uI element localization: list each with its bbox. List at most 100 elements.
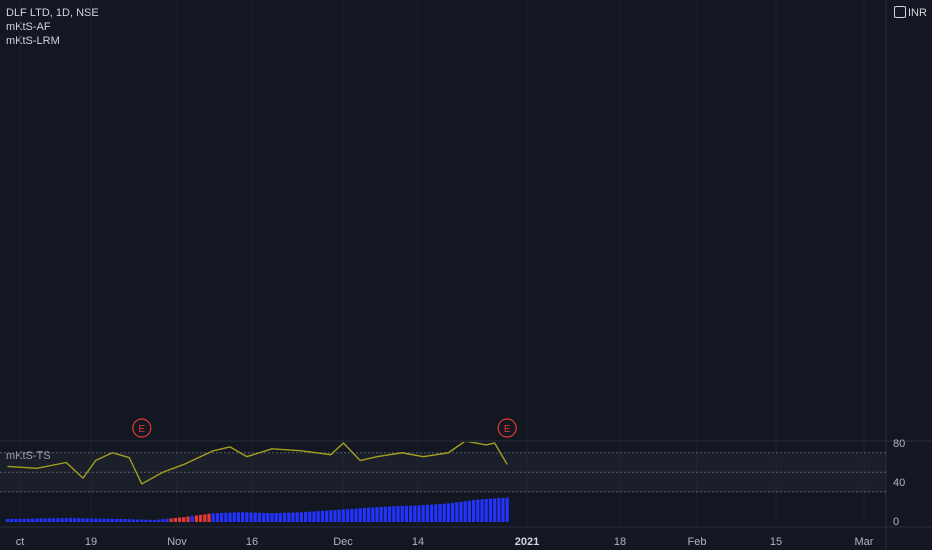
currency-box-icon (894, 6, 906, 18)
histogram-bar (148, 519, 152, 522)
histogram-bar (425, 504, 429, 522)
histogram-bar (232, 512, 236, 522)
histogram-bar (14, 518, 18, 522)
histogram-bar (31, 518, 35, 522)
histogram-bar (379, 506, 383, 522)
histogram-bar (320, 510, 324, 522)
oscillator-pane (0, 442, 886, 522)
histogram-bar (18, 518, 22, 522)
histogram-bar (194, 515, 198, 522)
histogram-bar (409, 505, 413, 522)
osc-histogram (5, 497, 509, 522)
histogram-bar (182, 517, 186, 522)
histogram-bar (455, 502, 459, 522)
histogram-bar (497, 498, 501, 522)
histogram-bar (333, 509, 337, 522)
histogram-bar (438, 504, 442, 522)
histogram-bar (110, 518, 114, 522)
histogram-bar (299, 512, 303, 522)
histogram-bar (476, 499, 480, 522)
histogram-bar (22, 518, 26, 522)
histogram-bar (430, 504, 434, 522)
histogram-bar (199, 514, 203, 522)
histogram-bar (413, 505, 417, 522)
histogram-bar (127, 519, 131, 522)
histogram-bar (136, 519, 140, 522)
histogram-bar (102, 518, 106, 522)
histogram-bar (211, 513, 215, 522)
histogram-bar (488, 498, 492, 522)
histogram-bar (123, 519, 127, 522)
histogram-bar (115, 518, 119, 522)
histogram-bar (144, 519, 148, 522)
time-tick-label: Dec (333, 536, 353, 548)
currency-selector[interactable]: INR (894, 6, 927, 19)
osc-band (0, 452, 886, 492)
event-circle (132, 418, 152, 438)
histogram-bar (493, 498, 497, 522)
histogram-bar (253, 512, 257, 522)
histogram-bar (224, 512, 228, 522)
time-tick-label: 19 (85, 536, 97, 548)
histogram-bar (52, 518, 56, 522)
histogram-bar (35, 518, 39, 522)
histogram-bar (178, 517, 182, 522)
event-label: E (138, 424, 145, 435)
histogram-bar (89, 518, 93, 522)
histogram-bar (446, 503, 450, 522)
histogram-bar (73, 518, 77, 522)
histogram-bar (371, 507, 375, 522)
histogram-bar (203, 514, 207, 522)
histogram-bar (278, 512, 282, 522)
histogram-bar (404, 505, 408, 522)
histogram-bar (467, 500, 471, 522)
histogram-bar (434, 504, 438, 522)
osc-tick-label: 80 (893, 438, 905, 450)
time-tick-label: 2021 (515, 536, 539, 548)
time-tick-label: Nov (167, 536, 187, 548)
histogram-bar (383, 506, 387, 522)
event-label: E (504, 424, 511, 435)
histogram-bar (304, 511, 308, 522)
histogram-bar (392, 506, 396, 522)
histogram-bar (85, 518, 89, 522)
histogram-bar (337, 509, 341, 522)
histogram-bar (173, 517, 177, 522)
histogram-bar (367, 507, 371, 522)
histogram-bar (131, 519, 135, 522)
histogram-bar (165, 518, 169, 522)
event-circle (497, 418, 517, 438)
histogram-bar (325, 510, 329, 522)
histogram-bar (39, 518, 43, 522)
histogram-bar (249, 512, 253, 522)
histogram-bar (207, 513, 211, 522)
histogram-bar (346, 509, 350, 522)
earnings-event-icon: E (497, 418, 517, 438)
histogram-bar (68, 518, 72, 522)
indicator-af-label[interactable]: mKtS-AF (6, 21, 51, 33)
time-tick-label: 14 (412, 536, 424, 548)
histogram-bar (283, 512, 287, 522)
symbol-title[interactable]: DLF LTD, 1D, NSE (6, 7, 99, 19)
histogram-bar (270, 513, 274, 522)
histogram-bar (329, 510, 333, 522)
histogram-bar (56, 518, 60, 522)
histogram-bar (257, 512, 261, 522)
indicator-lrm-label[interactable]: mKtS-LRM (6, 35, 60, 47)
histogram-bar (287, 512, 291, 522)
histogram-bar (459, 501, 463, 522)
histogram-bar (10, 518, 14, 522)
histogram-bar (245, 512, 249, 522)
histogram-bar (421, 505, 425, 522)
histogram-bar (341, 509, 345, 522)
histogram-bar (396, 506, 400, 522)
time-tick-label: Mar (855, 536, 874, 548)
histogram-bar (220, 512, 224, 522)
histogram-bar (388, 506, 392, 522)
histogram-bar (26, 518, 30, 522)
histogram-bar (463, 501, 467, 522)
histogram-bar (190, 515, 194, 522)
histogram-bar (472, 500, 476, 522)
histogram-bar (505, 497, 509, 522)
